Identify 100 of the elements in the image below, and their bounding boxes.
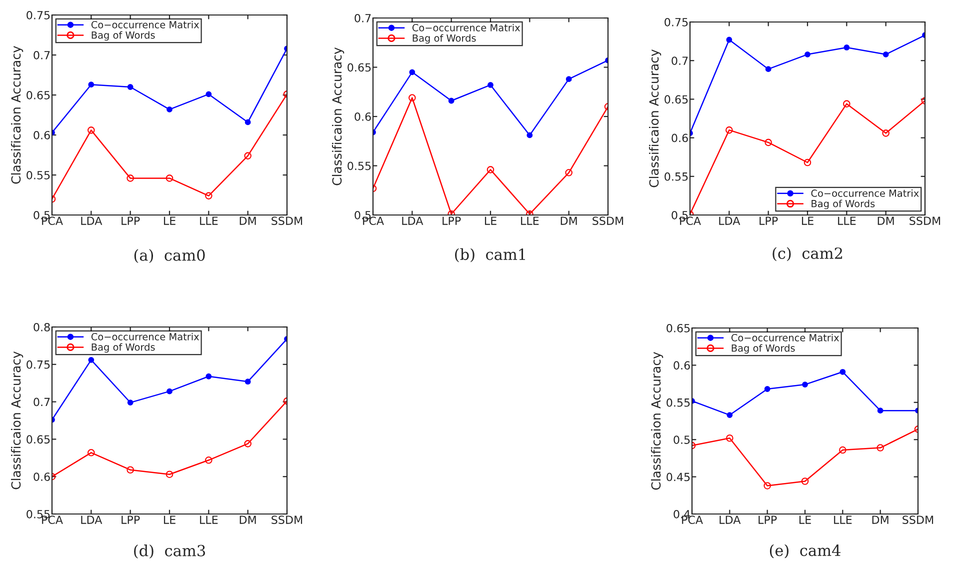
point bbox=[244, 378, 251, 385]
y-tick-label: 0.6 bbox=[34, 130, 50, 140]
y-tick-label: 0.65 bbox=[666, 324, 690, 332]
point bbox=[205, 456, 212, 464]
point bbox=[764, 482, 771, 490]
point bbox=[840, 368, 846, 375]
y-tick-label: 0.55 bbox=[664, 172, 688, 181]
text: (c) cam2 bbox=[772, 247, 842, 262]
legend-label: Co−occurrence Matrix bbox=[91, 332, 200, 340]
point bbox=[408, 94, 416, 102]
point bbox=[876, 444, 884, 452]
point bbox=[126, 466, 134, 474]
point bbox=[88, 82, 94, 88]
point bbox=[804, 158, 812, 166]
x-tick-label: LDA bbox=[81, 216, 102, 225]
y-tick-label: 0.55 bbox=[348, 162, 371, 170]
y-tick-label: 0.5 bbox=[674, 436, 690, 444]
point bbox=[726, 126, 733, 134]
text: (e) cam4 bbox=[770, 544, 841, 558]
y-tick-label: 0.6 bbox=[674, 361, 690, 370]
x-tick-label: SSDM bbox=[910, 216, 940, 225]
point bbox=[127, 84, 134, 90]
point bbox=[839, 446, 846, 454]
point bbox=[205, 192, 212, 200]
x-tick-label: LDA bbox=[402, 216, 424, 225]
x-tick-label: LDA bbox=[719, 216, 740, 225]
legend-label: Co−occurrence Matrix bbox=[811, 189, 919, 197]
legend-label: Bag of Words bbox=[92, 343, 155, 353]
point bbox=[565, 169, 572, 176]
point bbox=[206, 91, 212, 98]
point bbox=[409, 69, 416, 76]
point bbox=[566, 76, 572, 82]
x-tick-label: LLE bbox=[838, 216, 856, 225]
legend-label: Bag of Words bbox=[812, 200, 875, 210]
point bbox=[88, 356, 94, 363]
y-axis-title: Classificaion Accuracy bbox=[10, 46, 24, 184]
y-tick-label: 0.8 bbox=[34, 322, 50, 332]
y-tick-label: 0.6 bbox=[354, 112, 371, 121]
x-tick-label: LPP bbox=[442, 216, 461, 225]
x-tick-label: SSDM bbox=[902, 516, 934, 524]
x-tick-label: SSDM bbox=[592, 216, 624, 225]
y-tick-label: 0.65 bbox=[26, 435, 50, 444]
y-axis-title: Classificaion Accuracy bbox=[650, 352, 664, 490]
point bbox=[764, 386, 770, 392]
point bbox=[765, 66, 772, 72]
point bbox=[244, 119, 251, 126]
x-tick-label: LDA bbox=[720, 516, 741, 524]
point bbox=[764, 138, 772, 146]
point bbox=[801, 478, 809, 485]
text: (a) cam0 bbox=[134, 249, 205, 264]
legend-label: Bag of Words bbox=[92, 31, 155, 41]
point bbox=[802, 382, 808, 388]
y-axis-title: Classificaion Accuracy bbox=[10, 351, 24, 490]
y-tick-label: 0.7 bbox=[34, 50, 50, 60]
point bbox=[448, 98, 454, 104]
point bbox=[726, 434, 734, 442]
x-tick-label: DM bbox=[878, 216, 894, 225]
x-tick-label: LPP bbox=[122, 516, 140, 524]
point bbox=[877, 408, 884, 414]
legend-label: Bag of Words bbox=[412, 34, 476, 44]
point bbox=[882, 130, 890, 137]
point bbox=[126, 174, 134, 182]
x-tick-label: LE bbox=[799, 516, 811, 524]
x-tick-label: LDA bbox=[81, 516, 102, 524]
x-tick-label: LE bbox=[164, 216, 176, 225]
y-tick-label: 0.65 bbox=[664, 95, 688, 104]
x-tick-label: LPP bbox=[760, 216, 778, 225]
y-tick-label: 0.75 bbox=[26, 10, 50, 20]
x-tick-label: LE bbox=[484, 216, 496, 225]
x-tick-label: LPP bbox=[122, 216, 140, 225]
point bbox=[488, 82, 494, 88]
y-axis-title: Classificaion Accuracy bbox=[648, 49, 662, 188]
legend-label: Bag of Words bbox=[732, 344, 795, 354]
y-tick-label: 0.75 bbox=[26, 360, 50, 369]
x-tick-label: LLE bbox=[200, 216, 218, 225]
legend-label: Co−occurrence Matrix bbox=[91, 20, 200, 28]
legend-label: Co−occurrence Matrix bbox=[412, 24, 520, 32]
point bbox=[166, 106, 172, 112]
y-tick-label: 0.65 bbox=[26, 90, 50, 100]
x-tick-label: LLE bbox=[834, 516, 852, 524]
x-tick-label: LE bbox=[802, 216, 814, 225]
x-tick-label: LLE bbox=[200, 516, 218, 524]
point bbox=[726, 412, 733, 418]
x-tick-label: DM bbox=[560, 216, 577, 225]
x-tick-label: SSDM bbox=[272, 216, 302, 225]
point bbox=[843, 100, 850, 108]
point bbox=[88, 449, 95, 456]
y-tick-label: 0.55 bbox=[26, 170, 50, 180]
x-tick-label: DM bbox=[872, 516, 888, 524]
point bbox=[486, 166, 494, 174]
point bbox=[206, 373, 212, 380]
x-tick-label: LE bbox=[164, 516, 176, 524]
point bbox=[726, 36, 732, 43]
x-tick-label: DM bbox=[240, 516, 256, 524]
point bbox=[882, 51, 889, 58]
point bbox=[127, 400, 134, 406]
y-tick-label: 0.65 bbox=[348, 63, 371, 72]
text: (d) cam3 bbox=[134, 544, 206, 559]
point bbox=[88, 126, 95, 134]
x-tick-label: LLE bbox=[521, 216, 539, 225]
